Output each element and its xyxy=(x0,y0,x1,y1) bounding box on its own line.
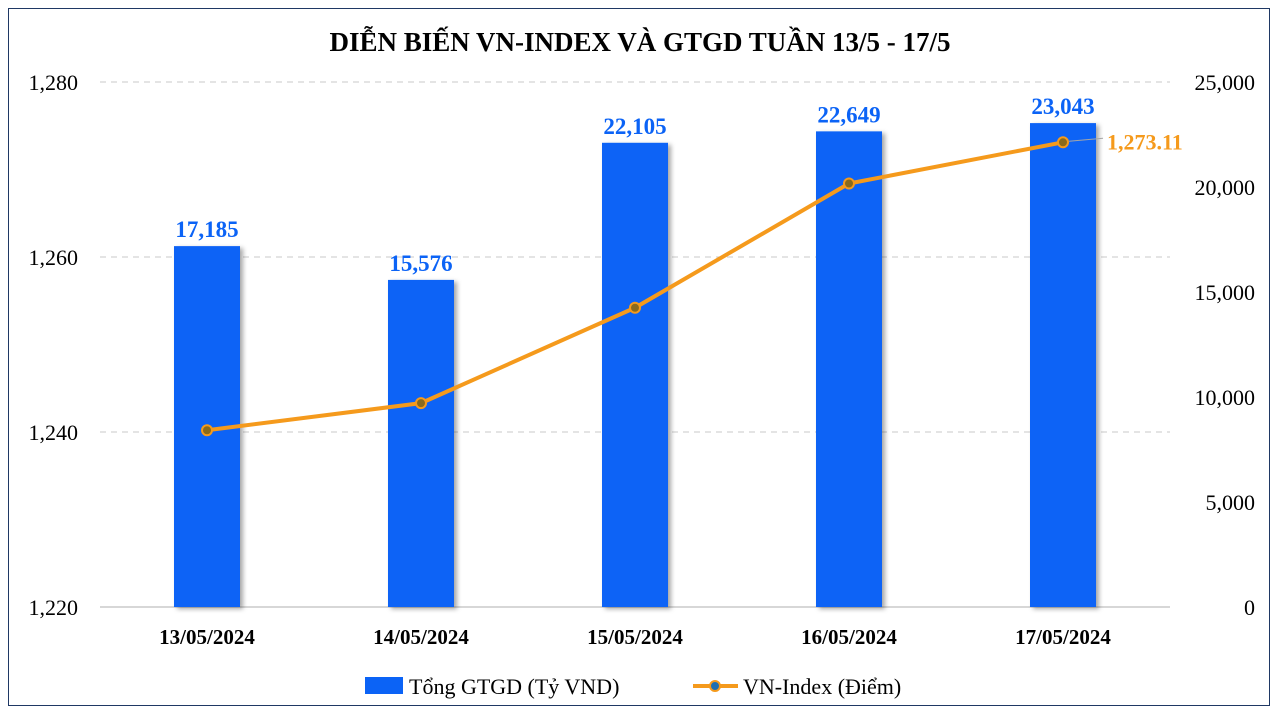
left-axis-tick-label: 1,240 xyxy=(29,420,79,445)
vn-index-point xyxy=(843,177,855,190)
bar-17/05/2024 xyxy=(1030,123,1096,608)
left-axis-tick-label: 1,280 xyxy=(29,70,79,95)
chart-title: DIỄN BIẾN VN-INDEX VÀ GTGD TUẦN 13/5 - 1… xyxy=(329,26,950,57)
vn-index-point xyxy=(629,301,641,314)
vn-index-point xyxy=(1057,136,1069,149)
label-leader-line xyxy=(1068,137,1104,142)
legend: Tổng GTGD (Tỷ VND) VN-Index (Điểm) xyxy=(365,674,901,699)
legend-bar-label: Tổng GTGD (Tỷ VND) xyxy=(409,674,619,699)
x-axis-tick-label: 17/05/2024 xyxy=(1015,625,1111,649)
left-axis-tick-label: 1,260 xyxy=(29,245,79,270)
right-axis-tick-label: 25,000 xyxy=(1195,70,1256,95)
right-axis: 0 5,000 10,000 15,000 20,000 25,000 xyxy=(1195,70,1256,620)
right-axis-tick-label: 10,000 xyxy=(1195,385,1256,410)
left-axis: 1,220 1,240 1,260 1,280 xyxy=(29,70,79,620)
bar-data-label: 22,649 xyxy=(817,102,880,127)
vn-index-point xyxy=(201,424,213,437)
left-axis-tick-label: 1,220 xyxy=(29,595,79,620)
right-axis-tick-label: 15,000 xyxy=(1195,280,1256,305)
x-axis-tick-label: 15/05/2024 xyxy=(587,625,683,649)
right-axis-tick-label: 20,000 xyxy=(1195,175,1256,200)
legend-line-marker xyxy=(709,680,721,692)
legend-bar-swatch xyxy=(365,677,403,694)
bar-data-label: 23,043 xyxy=(1031,94,1094,119)
line-series: 1,273.11 xyxy=(201,129,1183,437)
right-axis-tick-label: 0 xyxy=(1244,595,1255,620)
bar-14/05/2024 xyxy=(388,279,454,607)
bar-15/05/2024 xyxy=(602,142,668,608)
vn-index-point xyxy=(415,397,427,410)
bars: 17,185 15,576 22,105 22,649 23,043 xyxy=(174,94,1096,608)
bar-16/05/2024 xyxy=(816,131,882,607)
x-axis: 13/05/2024 14/05/2024 15/05/2024 16/05/2024… xyxy=(159,625,1111,649)
bar-data-label: 22,105 xyxy=(603,114,666,139)
right-axis-tick-label: 5,000 xyxy=(1206,490,1256,515)
legend-line-label: VN-Index (Điểm) xyxy=(743,674,901,699)
bar-data-label: 15,576 xyxy=(389,251,452,276)
vn-index-end-label: 1,273.11 xyxy=(1107,129,1183,154)
bar-data-label: 17,185 xyxy=(175,217,238,242)
x-axis-tick-label: 16/05/2024 xyxy=(801,625,897,649)
x-axis-tick-label: 14/05/2024 xyxy=(373,625,469,649)
x-axis-tick-label: 13/05/2024 xyxy=(159,625,255,649)
